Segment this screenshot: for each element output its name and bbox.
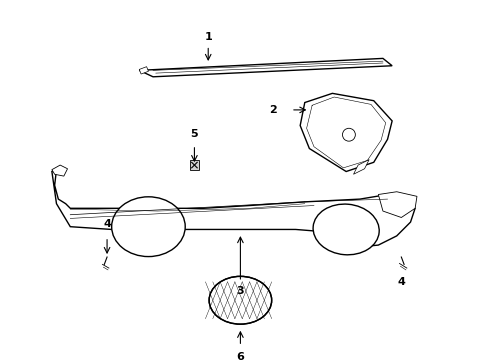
Polygon shape xyxy=(139,58,392,77)
Ellipse shape xyxy=(209,276,271,324)
Ellipse shape xyxy=(112,197,185,257)
Ellipse shape xyxy=(313,204,379,255)
Text: 6: 6 xyxy=(237,352,245,360)
Text: 5: 5 xyxy=(191,129,198,139)
Polygon shape xyxy=(353,159,369,174)
Text: 1: 1 xyxy=(204,32,212,42)
Text: 3: 3 xyxy=(237,287,244,297)
Text: 4: 4 xyxy=(397,277,405,287)
Polygon shape xyxy=(139,67,148,74)
Text: 4: 4 xyxy=(103,220,111,229)
Polygon shape xyxy=(52,165,68,176)
Bar xyxy=(190,161,199,170)
Polygon shape xyxy=(52,170,415,248)
Polygon shape xyxy=(300,93,392,171)
Text: 2: 2 xyxy=(270,105,277,115)
Polygon shape xyxy=(378,192,417,217)
